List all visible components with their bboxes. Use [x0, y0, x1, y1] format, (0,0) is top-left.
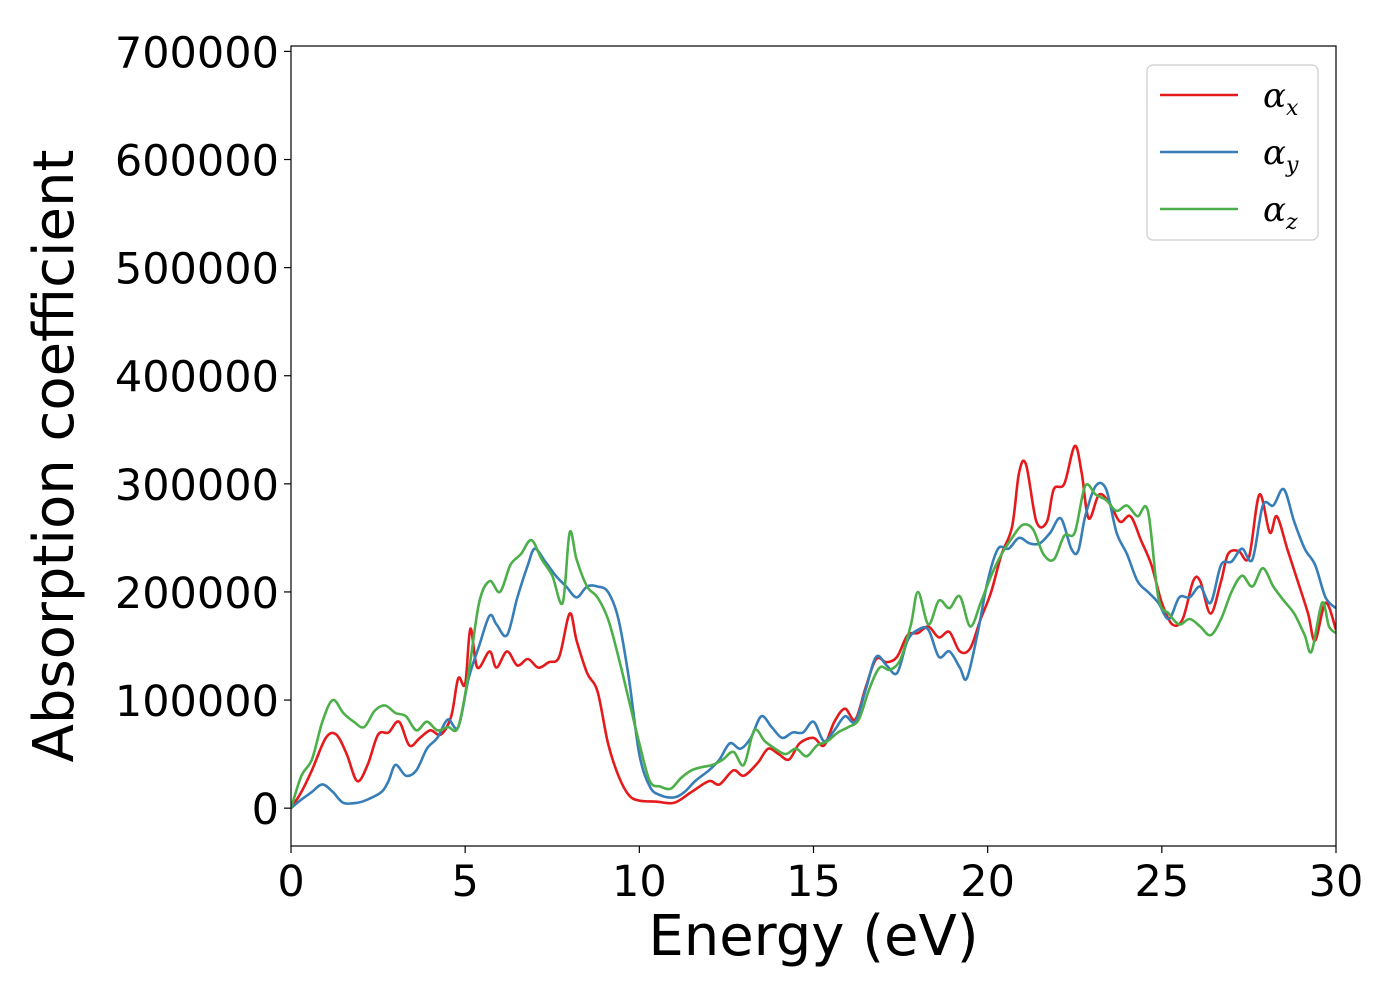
- y-tick-label: 400000: [115, 353, 279, 403]
- y-axis-title: Absorption coefficient: [22, 150, 87, 763]
- tick-layer: 0 5 10 15 20 25 30 0 100000 200000 300000 400000 500…: [115, 28, 1364, 907]
- x-tick-label: 25: [1134, 857, 1189, 907]
- y-tick-label: 600000: [115, 137, 279, 187]
- y-tick-label: 100000: [115, 677, 279, 727]
- series-line-y: [291, 481, 1336, 810]
- legend-label-y: αy: [1263, 133, 1299, 178]
- plot-frame: [290, 45, 1337, 847]
- y-tick-label: 500000: [115, 245, 279, 295]
- plot-area: [291, 444, 1336, 810]
- y-tick-label: 0: [252, 785, 279, 835]
- series-line-x: [291, 444, 1336, 809]
- legend-label-x: αx: [1263, 76, 1299, 121]
- legend-label-z: αz: [1263, 190, 1298, 235]
- x-tick-label: 0: [277, 857, 304, 907]
- series-line-z: [291, 483, 1336, 809]
- x-tick-label: 20: [960, 857, 1015, 907]
- legend: αx αy αz: [1146, 64, 1319, 241]
- x-tick-label: 30: [1309, 857, 1364, 907]
- y-tick-label: 700000: [115, 28, 279, 78]
- y-tick-label: 200000: [115, 569, 279, 619]
- x-axis-title: Energy (eV): [648, 904, 978, 969]
- x-tick-label: 5: [451, 857, 478, 907]
- x-tick-label: 15: [786, 857, 841, 907]
- x-tick-label: 10: [612, 857, 667, 907]
- y-tick-label: 300000: [115, 461, 279, 511]
